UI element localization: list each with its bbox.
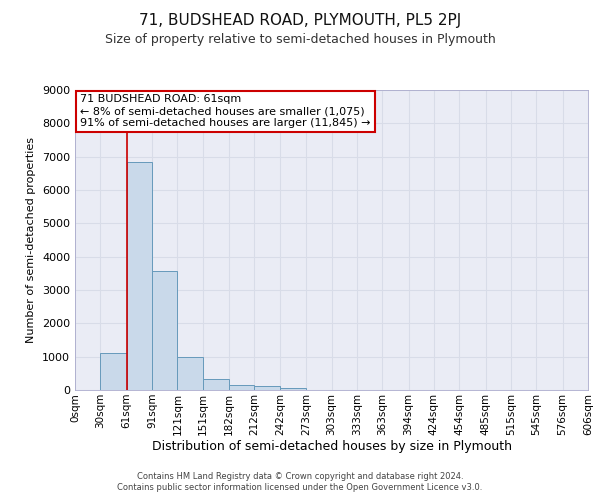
Y-axis label: Number of semi-detached properties: Number of semi-detached properties bbox=[26, 137, 37, 343]
Bar bbox=[152, 270, 178, 390]
Bar bbox=[127, 162, 152, 390]
Bar bbox=[229, 385, 254, 390]
Text: Size of property relative to semi-detached houses in Plymouth: Size of property relative to semi-detach… bbox=[104, 32, 496, 46]
Bar bbox=[254, 386, 280, 390]
Text: 71, BUDSHEAD ROAD, PLYMOUTH, PL5 2PJ: 71, BUDSHEAD ROAD, PLYMOUTH, PL5 2PJ bbox=[139, 12, 461, 28]
Bar bbox=[178, 358, 203, 390]
Text: Contains HM Land Registry data © Crown copyright and database right 2024.
Contai: Contains HM Land Registry data © Crown c… bbox=[118, 472, 482, 492]
Bar bbox=[100, 354, 127, 390]
X-axis label: Distribution of semi-detached houses by size in Plymouth: Distribution of semi-detached houses by … bbox=[151, 440, 511, 454]
Text: 71 BUDSHEAD ROAD: 61sqm
← 8% of semi-detached houses are smaller (1,075)
91% of : 71 BUDSHEAD ROAD: 61sqm ← 8% of semi-det… bbox=[80, 94, 371, 128]
Bar bbox=[280, 388, 306, 390]
Bar bbox=[203, 379, 229, 390]
